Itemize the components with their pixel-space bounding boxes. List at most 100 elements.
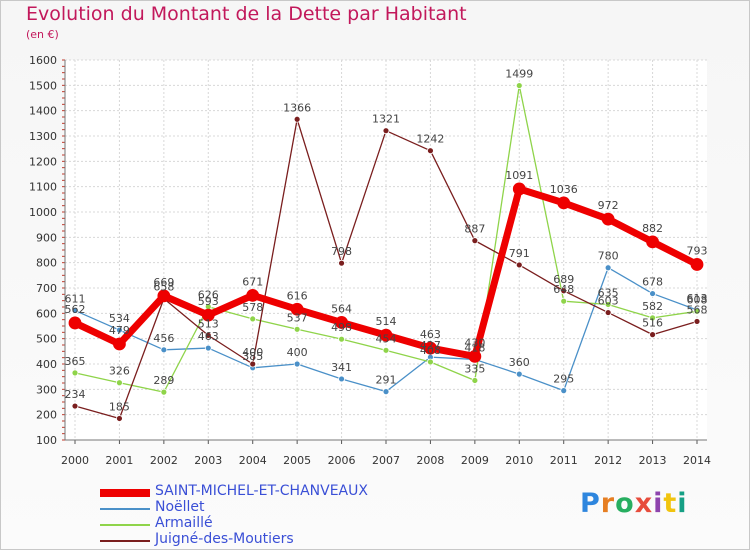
data-label: 516	[642, 317, 663, 330]
data-label: 513	[198, 317, 219, 330]
data-label: 341	[331, 361, 352, 374]
data-label: 514	[376, 315, 397, 328]
logo-letter: P	[580, 488, 601, 519]
data-label: 1091	[505, 169, 533, 182]
x-tick-label: 2014	[683, 454, 711, 467]
data-label: 234	[65, 388, 86, 401]
data-label: 418	[464, 341, 485, 354]
data-label: 689	[553, 273, 574, 286]
data-point	[424, 341, 437, 355]
data-point	[116, 379, 123, 387]
data-point	[293, 325, 301, 333]
data-point	[604, 264, 612, 272]
x-tick-label: 2010	[505, 454, 533, 467]
data-point	[71, 369, 79, 377]
data-label: 658	[153, 281, 174, 294]
data-label: 463	[420, 328, 441, 341]
data-point	[204, 344, 212, 352]
y-tick-label: 800	[36, 257, 57, 270]
y-tick-label: 300	[36, 383, 57, 396]
y-tick-label: 100	[36, 434, 57, 447]
data-point	[604, 301, 612, 308]
data-point	[249, 360, 257, 368]
data-label: 887	[464, 223, 485, 236]
data-point	[249, 315, 257, 323]
data-point	[382, 346, 390, 354]
data-label: 498	[331, 321, 352, 334]
data-point	[116, 326, 123, 334]
data-point	[560, 287, 568, 295]
x-tick-label: 2006	[328, 454, 356, 467]
data-point	[160, 346, 168, 354]
data-label: 1366	[283, 101, 311, 114]
data-point	[71, 402, 79, 410]
x-tick-label: 2011	[550, 454, 578, 467]
data-label: 608	[687, 293, 708, 306]
data-label: 603	[598, 295, 619, 308]
legend-label: SAINT-MICHEL-ET-CHANVEAUX	[155, 483, 368, 499]
y-tick-label: 1400	[29, 105, 57, 118]
data-label: 400	[242, 346, 263, 359]
data-label: 534	[109, 312, 130, 325]
chart-unit: (en €)	[26, 28, 59, 41]
data-label: 454	[376, 332, 397, 345]
x-tick-label: 2003	[194, 454, 222, 467]
data-point	[604, 309, 612, 316]
y-tick-label: 900	[36, 231, 57, 244]
data-label: 793	[687, 244, 708, 257]
y-tick-label: 1500	[29, 79, 57, 92]
data-label: 479	[109, 324, 130, 337]
data-point	[382, 388, 390, 396]
data-label: 568	[687, 303, 708, 316]
legend-label: Juigné-des-Moutiers	[155, 531, 294, 547]
data-label: 1036	[550, 183, 578, 196]
x-tick-label: 2000	[61, 454, 89, 467]
logo-letter: x	[634, 488, 654, 519]
data-point	[471, 377, 479, 384]
data-label: 289	[153, 374, 174, 387]
data-label: 1242	[416, 133, 444, 146]
data-point	[338, 375, 345, 383]
y-tick-label: 1600	[29, 54, 57, 67]
data-point	[690, 258, 704, 271]
logo-letter: i	[653, 488, 664, 519]
y-tick-label: 500	[36, 333, 57, 346]
y-tick-label: 1300	[29, 130, 57, 143]
data-label: 611	[65, 293, 86, 306]
data-label: 593	[198, 295, 219, 308]
data-label: 882	[642, 222, 663, 235]
data-label: 780	[598, 250, 619, 263]
logo-letter: o	[615, 488, 635, 519]
y-tick-label: 700	[36, 282, 57, 295]
data-point	[471, 237, 479, 245]
data-label: 326	[109, 365, 130, 378]
data-point	[338, 259, 345, 267]
data-point	[512, 182, 526, 196]
data-label: 295	[553, 373, 574, 386]
y-tick-label: 600	[36, 307, 57, 320]
data-label: 1321	[372, 113, 400, 126]
data-point	[560, 297, 568, 305]
data-points	[68, 82, 704, 422]
y-tick-label: 1000	[29, 206, 57, 219]
data-point	[515, 261, 523, 269]
y-tick-label: 200	[36, 409, 57, 422]
data-label: 185	[109, 400, 130, 413]
logo-letter: i	[677, 488, 688, 519]
data-label: 648	[553, 283, 574, 296]
data-label: 562	[65, 303, 86, 316]
x-tick-label: 2012	[594, 454, 622, 467]
data-point	[379, 328, 393, 342]
data-label: 1499	[505, 68, 533, 81]
x-tick-label: 2008	[416, 454, 444, 467]
data-point	[468, 349, 482, 363]
legend-label: Armaillé	[155, 515, 213, 531]
data-point	[201, 308, 215, 322]
data-label: 365	[65, 355, 86, 368]
data-label: 335	[464, 362, 485, 375]
proxiti-logo: Proxiti	[580, 488, 688, 519]
data-point	[335, 316, 348, 329]
legend-swatch	[100, 524, 150, 526]
data-label: 385	[242, 350, 263, 363]
